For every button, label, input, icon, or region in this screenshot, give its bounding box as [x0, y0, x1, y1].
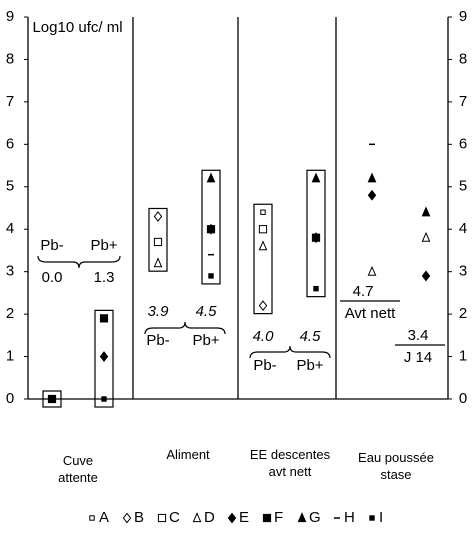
y2-tick-label: 5 — [459, 178, 467, 195]
marker — [311, 233, 321, 242]
marker — [421, 231, 431, 242]
mean-label: 3.9 — [148, 303, 170, 320]
y-axis-label: Log10 ufc/ ml — [32, 19, 123, 36]
y2-tick-label: 9 — [459, 8, 467, 25]
y-tick-label: 6 — [6, 135, 14, 152]
mean-label: 1.3 — [94, 269, 115, 286]
y-tick-label: 4 — [6, 220, 14, 237]
group-box — [94, 309, 114, 408]
marker — [367, 189, 377, 201]
mean-label: 0.0 — [42, 269, 63, 286]
group-label: Avt nett — [345, 305, 396, 322]
y2-tick-label: 4 — [459, 220, 467, 237]
y-tick-label: 3 — [6, 263, 14, 280]
y2-tick-label: 0 — [459, 390, 467, 407]
group-box — [306, 169, 326, 298]
category-label: Aliment — [166, 447, 210, 462]
y2-tick-label: 3 — [459, 263, 467, 280]
marker — [367, 265, 377, 276]
y-tick-label: 1 — [6, 348, 14, 365]
marker — [369, 515, 375, 521]
legend-label: B — [134, 509, 144, 526]
legend-label: D — [204, 509, 215, 526]
brace — [37, 255, 121, 269]
mean-label: 4.5 — [300, 328, 322, 345]
legend-label: C — [169, 509, 180, 526]
group-label: Pb- — [40, 237, 63, 254]
mean-label: 4.0 — [253, 328, 275, 345]
y-tick-label: 5 — [6, 178, 14, 195]
brace — [144, 321, 226, 335]
group-label: Pb+ — [90, 237, 117, 254]
legend-label: G — [309, 509, 321, 526]
marker — [206, 225, 216, 234]
legend-label: H — [344, 509, 355, 526]
legend-label: F — [274, 509, 283, 526]
group-label: Pb+ — [296, 357, 323, 374]
y2-tick-label: 1 — [459, 348, 467, 365]
category-label: Eau poussée stase — [358, 450, 434, 482]
marker — [258, 300, 268, 312]
marker — [421, 206, 431, 217]
group-box — [42, 390, 62, 408]
marker — [297, 512, 307, 523]
y-tick-label: 9 — [6, 8, 14, 25]
marker — [258, 225, 268, 234]
legend-label: A — [99, 509, 109, 526]
mean-label: 4.5 — [196, 303, 218, 320]
legend-label: E — [239, 509, 249, 526]
marker — [421, 270, 431, 282]
group-label: Pb+ — [192, 332, 219, 349]
marker — [258, 240, 268, 251]
mean-label: 4.7 — [353, 283, 374, 300]
group-box — [148, 207, 168, 272]
marker — [153, 257, 163, 268]
marker — [260, 209, 266, 215]
y2-tick-label: 7 — [459, 93, 467, 110]
marker — [89, 515, 95, 521]
marker — [101, 396, 107, 402]
group-label: J 14 — [404, 349, 432, 366]
category-label: Cuve attente — [58, 453, 98, 485]
y-tick-label: 8 — [6, 50, 14, 67]
marker — [99, 314, 109, 323]
group-box — [201, 169, 221, 285]
marker — [367, 172, 377, 183]
group-label: Pb- — [253, 357, 276, 374]
marker — [153, 237, 163, 247]
marker — [208, 273, 214, 279]
legend-label: I — [379, 509, 383, 526]
marker — [47, 394, 57, 404]
marker — [122, 512, 132, 524]
y-tick-label: 7 — [6, 93, 14, 110]
marker — [192, 512, 202, 523]
marker — [99, 351, 109, 362]
brace — [249, 345, 331, 359]
mean-label: 3.4 — [408, 327, 429, 344]
marker — [227, 512, 237, 524]
y2-tick-label: 6 — [459, 135, 467, 152]
marker — [206, 172, 216, 183]
group-label: Pb- — [146, 332, 169, 349]
y-tick-label: 2 — [6, 305, 14, 322]
y2-tick-label: 2 — [459, 305, 467, 322]
marker — [313, 285, 319, 292]
marker — [157, 513, 167, 523]
marker — [153, 211, 163, 222]
marker — [262, 513, 272, 523]
category-label: EE descentes avt nett — [249, 447, 331, 479]
group-box — [253, 203, 273, 315]
y2-tick-label: 8 — [459, 50, 467, 67]
y-tick-label: 0 — [6, 390, 14, 407]
marker — [311, 172, 321, 183]
